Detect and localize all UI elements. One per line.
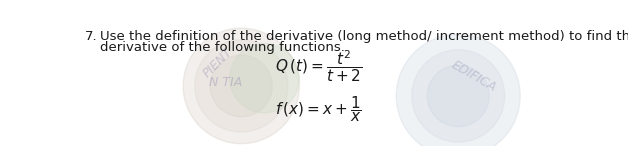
Ellipse shape [195,40,288,132]
Ellipse shape [412,50,505,142]
Text: EDIFICA: EDIFICA [449,59,499,95]
Text: 7.: 7. [85,31,97,43]
Ellipse shape [396,34,520,157]
Ellipse shape [230,44,300,113]
Text: Use the definition of the derivative (long method/ increment method) to find the: Use the definition of the derivative (lo… [100,31,628,43]
Text: $Q\,(t) = \dfrac{t^2}{t+2}$: $Q\,(t) = \dfrac{t^2}{t+2}$ [275,49,362,84]
Text: N TIA: N TIA [209,76,242,89]
Text: derivative of the following functions.: derivative of the following functions. [100,41,345,54]
Ellipse shape [427,65,489,127]
Text: $f\,(x) = x + \dfrac{1}{x}$: $f\,(x) = x + \dfrac{1}{x}$ [275,94,362,124]
Text: PIENT: PIENT [200,45,236,80]
Ellipse shape [210,55,273,117]
Ellipse shape [183,28,300,144]
